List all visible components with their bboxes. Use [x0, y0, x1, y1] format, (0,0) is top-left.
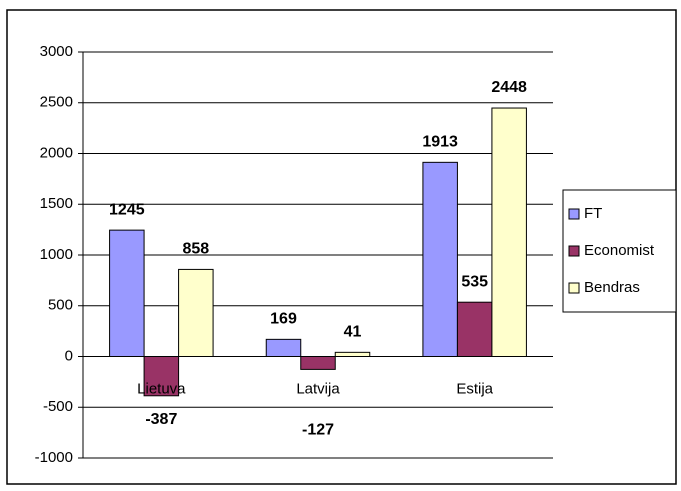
bar	[334, 351, 371, 358]
legend-box	[562, 189, 677, 313]
bar	[300, 356, 336, 370]
y-tick-label: -1000	[35, 449, 73, 466]
data-label: 169	[270, 311, 297, 328]
y-tick-label: 500	[48, 297, 73, 314]
legend-swatch	[568, 282, 580, 294]
bar	[109, 229, 145, 358]
y-tick-label: 1000	[40, 246, 73, 263]
bar	[491, 107, 527, 357]
data-label: -127	[302, 422, 334, 439]
data-label: -387	[145, 411, 177, 428]
data-label: 1913	[422, 134, 458, 151]
y-tick-label: -500	[43, 398, 73, 415]
bar	[456, 301, 493, 358]
y-tick-label: 0	[65, 347, 73, 364]
y-tick-label: 2000	[40, 144, 73, 161]
legend-label: FT	[584, 205, 602, 222]
data-label: 2448	[491, 79, 527, 96]
data-label: 1245	[109, 201, 145, 218]
x-tick-label: Lietuva	[137, 380, 186, 397]
legend-label: Bendras	[584, 279, 640, 296]
y-tick-label: 1500	[40, 195, 73, 212]
y-tick-label: 3000	[40, 43, 73, 60]
data-label: 41	[344, 324, 362, 341]
data-label: 535	[461, 273, 488, 290]
x-tick-label: Estija	[456, 380, 493, 397]
bar	[143, 356, 180, 397]
x-tick-label: Latvija	[296, 380, 340, 397]
bar	[422, 161, 458, 357]
bar	[178, 268, 214, 357]
bar	[265, 338, 302, 357]
legend-swatch	[568, 208, 580, 220]
legend-swatch	[568, 245, 580, 257]
data-label: 858	[182, 241, 209, 258]
legend-label: Economist	[584, 242, 655, 259]
y-tick-label: 2500	[40, 94, 73, 111]
